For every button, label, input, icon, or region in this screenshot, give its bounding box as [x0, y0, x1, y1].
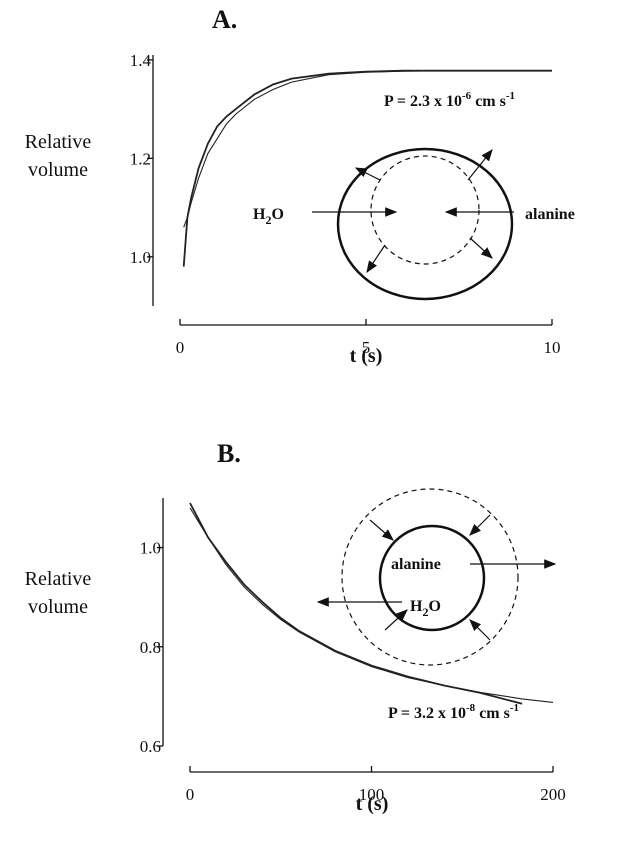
x-tick-label: 0 [176, 338, 185, 357]
y-tick-label: 1.4 [130, 51, 152, 70]
cell-diagram-b [316, 488, 557, 666]
panel-title: A. [212, 5, 237, 34]
solvent-part: H [410, 598, 423, 615]
panel: A. Relative volume t (s) 1.0 1.2 1.4 0 5 10 P = 2.… [25, 5, 575, 367]
panel: B. Relative volume t (s) 0.6 0.8 1.0 0 100 200 P =… [25, 439, 566, 815]
annotation-exponent: -6 [462, 90, 472, 102]
x-axis-label: t (s) [356, 793, 389, 815]
data-line [183, 70, 552, 228]
annotation-base: P = 3.2 x 10 [388, 705, 466, 722]
y-tick-label: 1.0 [140, 539, 161, 558]
x-tick-label: 10 [544, 338, 561, 357]
y-tick-label: 1.2 [130, 149, 151, 168]
y-tick-label: 0.8 [140, 638, 161, 657]
y-axis-label: volume [28, 159, 88, 181]
solute-label: alanine [525, 206, 575, 223]
y-tick-label: 1.0 [130, 248, 151, 267]
annotation-unit-exponent: -1 [510, 702, 519, 714]
annotation-exponent: -8 [466, 702, 476, 714]
x-tick-label: 200 [540, 785, 566, 804]
y-axis-label: Relative [25, 131, 92, 153]
annotation-unit: cm s [471, 93, 506, 110]
solute-label: alanine [391, 556, 441, 573]
data-line [189, 507, 554, 703]
solvent-part: 2 [265, 213, 271, 227]
solvent-part: 2 [422, 605, 428, 619]
x-tick-label: 5 [362, 338, 371, 357]
panel-title: B. [217, 439, 241, 468]
y-axis-label: volume [28, 596, 88, 618]
solvent-label: H2O [253, 206, 284, 227]
annotation-unit-exponent: -1 [506, 90, 515, 102]
annotation: P = 2.3 x 10-6 cm s-1 [384, 90, 515, 110]
solvent-part: O [428, 598, 440, 615]
x-axis-label: t (s) [350, 345, 383, 367]
annotation: P = 3.2 x 10-8 cm s-1 [388, 702, 519, 722]
solvent-part: O [271, 206, 283, 223]
annotation-unit: cm s [475, 705, 510, 722]
cell-diagram-a [312, 147, 514, 301]
x-tick-label: 100 [359, 785, 385, 804]
y-axis-label: Relative [25, 568, 92, 590]
solvent-part: H [253, 206, 266, 223]
x-tick-label: 0 [186, 785, 195, 804]
annotation-base: P = 2.3 x 10 [384, 93, 462, 110]
y-tick-label: 0.6 [140, 737, 161, 756]
solvent-label: H2O [410, 598, 441, 619]
